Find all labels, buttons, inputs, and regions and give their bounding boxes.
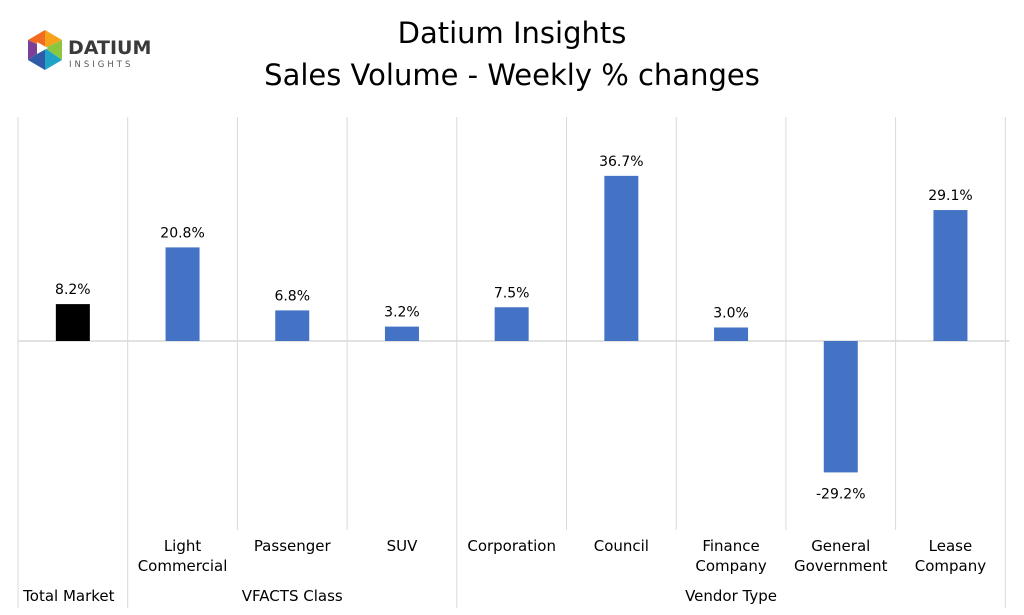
data-label: 3.0% xyxy=(713,306,749,322)
bar xyxy=(823,341,858,473)
logo-mark-icon xyxy=(28,30,62,70)
bar xyxy=(933,210,968,341)
data-label: 20.8% xyxy=(160,225,204,241)
category-label: Light xyxy=(164,537,202,555)
datium-insights-logo: DATIUM INSIGHTS xyxy=(28,30,151,70)
bar xyxy=(275,310,310,341)
data-label: 29.1% xyxy=(928,188,972,204)
bar xyxy=(604,175,639,341)
category-label: Company xyxy=(695,557,766,575)
bar xyxy=(494,307,529,341)
category-label: Corporation xyxy=(467,537,556,555)
logo-sub: INSIGHTS xyxy=(69,60,133,70)
category-label: Government xyxy=(794,557,888,575)
category-label: General xyxy=(811,537,870,555)
data-label: -29.2% xyxy=(816,486,866,502)
category-label: Council xyxy=(594,537,649,555)
category-label: Commercial xyxy=(138,557,228,575)
category-label: SUV xyxy=(387,537,419,555)
group-label: VFACTS Class xyxy=(242,587,343,605)
bar xyxy=(714,327,749,341)
category-label: Finance xyxy=(702,537,759,555)
data-label: 6.8% xyxy=(274,288,310,304)
group-label: Vendor Type xyxy=(685,587,777,605)
logo-name: DATIUM xyxy=(68,37,151,59)
bar xyxy=(165,247,200,341)
category-label: Passenger xyxy=(254,537,332,555)
chart-title-line-2: Sales Volume - Weekly % changes xyxy=(264,58,760,92)
data-label: 3.2% xyxy=(384,305,420,321)
data-label: 7.5% xyxy=(494,285,530,301)
data-label: 36.7% xyxy=(599,154,643,170)
bar xyxy=(55,304,90,341)
group-label: Total Market xyxy=(22,587,114,605)
bar xyxy=(384,326,419,341)
chart-title-line-1: Datium Insights xyxy=(397,16,627,50)
category-label: Company xyxy=(915,557,986,575)
category-label: Lease xyxy=(929,537,973,555)
data-label: 8.2% xyxy=(55,282,91,298)
